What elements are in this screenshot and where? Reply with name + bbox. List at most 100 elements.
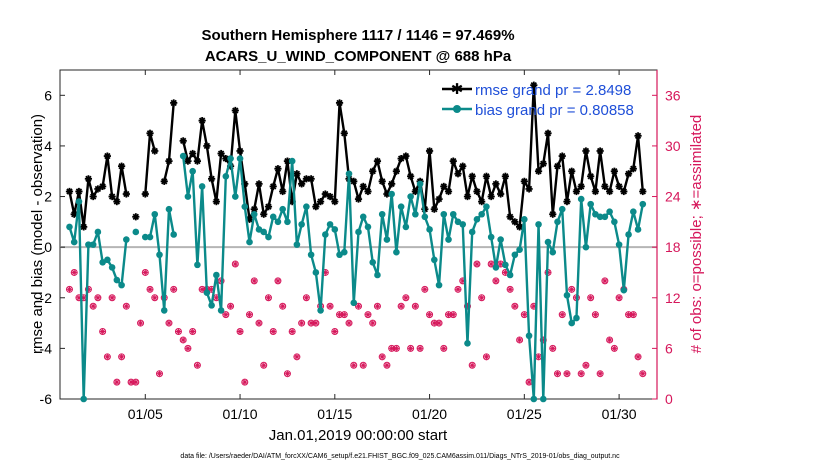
bias-point	[625, 231, 632, 238]
y-right-tick-label: 30	[665, 138, 681, 154]
rmse-point	[511, 218, 519, 226]
obs-assimilated-marker	[346, 320, 352, 326]
bias-point	[464, 340, 471, 347]
obs-possible-marker	[516, 336, 524, 344]
obs-assimilated-marker	[625, 312, 632, 318]
obs-possible-marker	[246, 311, 254, 319]
obs-assimilated-marker	[502, 269, 508, 276]
obs-assimilated-marker	[104, 354, 110, 360]
obs-possible-marker	[482, 353, 490, 361]
y-right-tick-label: 6	[665, 340, 673, 356]
bias-point	[94, 228, 102, 236]
bias-point	[208, 302, 215, 309]
bias-point	[317, 307, 324, 314]
obs-possible-marker	[369, 319, 377, 327]
legend-bias-label: bias grand pr = 0.80858	[475, 102, 634, 119]
obs-assimilated-marker	[66, 286, 73, 292]
bias-point	[80, 395, 87, 403]
obs-assimilated-marker	[90, 303, 96, 309]
rmse-point	[497, 190, 505, 198]
rmse-point	[354, 195, 363, 203]
bias-point	[279, 205, 286, 213]
bias-point	[260, 228, 268, 236]
bias-point	[388, 190, 395, 198]
obs-possible-marker	[255, 319, 263, 327]
rmse-point	[582, 147, 590, 155]
legend: ✱ rmse grand pr = 2.8498 bias grand pr =…	[442, 80, 634, 119]
obs-possible-marker	[293, 353, 301, 361]
obs-possible-marker	[350, 361, 358, 369]
rmse-point	[231, 106, 239, 115]
rmse-point	[478, 198, 486, 206]
obs-possible-marker	[378, 353, 386, 361]
bias-point	[369, 259, 377, 266]
obs-possible-marker	[416, 344, 424, 352]
obs-assimilated-marker	[408, 345, 414, 351]
bias-point	[426, 226, 433, 233]
rmse-point	[553, 162, 562, 170]
bias-point	[151, 210, 159, 218]
obs-assimilated-marker	[289, 328, 295, 335]
obs-possible-marker	[629, 311, 637, 319]
rmse-point	[350, 177, 358, 185]
obs-assimilated-marker	[237, 328, 243, 335]
bias-point	[156, 251, 163, 259]
obs-possible-marker	[189, 328, 197, 336]
obs-possible-marker	[383, 361, 391, 369]
obs-possible-marker	[279, 302, 287, 310]
obs-assimilated-marker	[422, 286, 428, 292]
bias-point	[345, 170, 353, 178]
rmse-point	[151, 147, 159, 155]
x-tick-label: 01/30	[602, 406, 637, 422]
obs-possible-marker	[298, 319, 306, 327]
obs-possible-marker	[558, 311, 566, 319]
rmse-point	[160, 177, 168, 185]
bias-point	[611, 218, 618, 226]
obs-possible-marker	[122, 302, 130, 310]
obs-assimilated-marker	[559, 312, 565, 318]
obs-possible-marker	[407, 344, 415, 352]
obs-possible-marker	[421, 285, 429, 293]
rmse-point	[539, 160, 547, 168]
obs-assimilated-marker	[607, 337, 613, 343]
rmse-point	[520, 177, 528, 185]
obs-possible-marker	[610, 344, 618, 352]
obs-possible-marker	[241, 378, 249, 386]
rmse-point	[577, 182, 585, 191]
obs-assimilated-marker	[303, 295, 309, 301]
bias-point	[227, 155, 234, 162]
obs-possible-marker	[174, 328, 182, 336]
rmse-point	[99, 182, 107, 191]
obs-possible-marker	[236, 328, 244, 336]
obs-possible-marker	[103, 353, 111, 361]
obs-possible-marker	[355, 302, 362, 310]
rmse-point	[302, 175, 310, 183]
rmse-point	[468, 172, 476, 180]
obs-assimilated-marker	[152, 295, 158, 301]
rmse-point	[307, 175, 315, 183]
obs-assimilated-marker	[142, 269, 148, 276]
obs-possible-marker	[568, 285, 576, 293]
bias-point	[558, 205, 566, 213]
data-file-footnote: data file: /Users/raeder/DAI/ATM_forcXX/…	[180, 453, 620, 460]
rmse-point	[255, 180, 263, 188]
x-tick-label: 01/10	[223, 406, 258, 422]
rmse-point	[544, 129, 552, 137]
obs-possible-marker	[113, 378, 121, 386]
obs-assimilated-marker	[256, 320, 262, 326]
obs-assimilated-marker	[550, 345, 556, 351]
obs-possible-marker	[331, 328, 339, 336]
obs-assimilated-marker	[270, 328, 276, 335]
obs-possible-marker	[364, 311, 372, 319]
rmse-point	[563, 198, 571, 206]
rmse-point	[369, 167, 377, 175]
bias-point	[407, 193, 414, 200]
x-tick-label: 01/15	[317, 406, 352, 422]
rmse-point	[610, 167, 618, 175]
obs-assimilated-marker	[147, 286, 153, 292]
obs-assimilated-marker	[185, 345, 191, 351]
obs-assimilated-marker	[355, 303, 362, 309]
rmse-point	[274, 165, 282, 173]
bias-point	[113, 276, 121, 284]
obs-assimilated-marker	[133, 379, 139, 385]
